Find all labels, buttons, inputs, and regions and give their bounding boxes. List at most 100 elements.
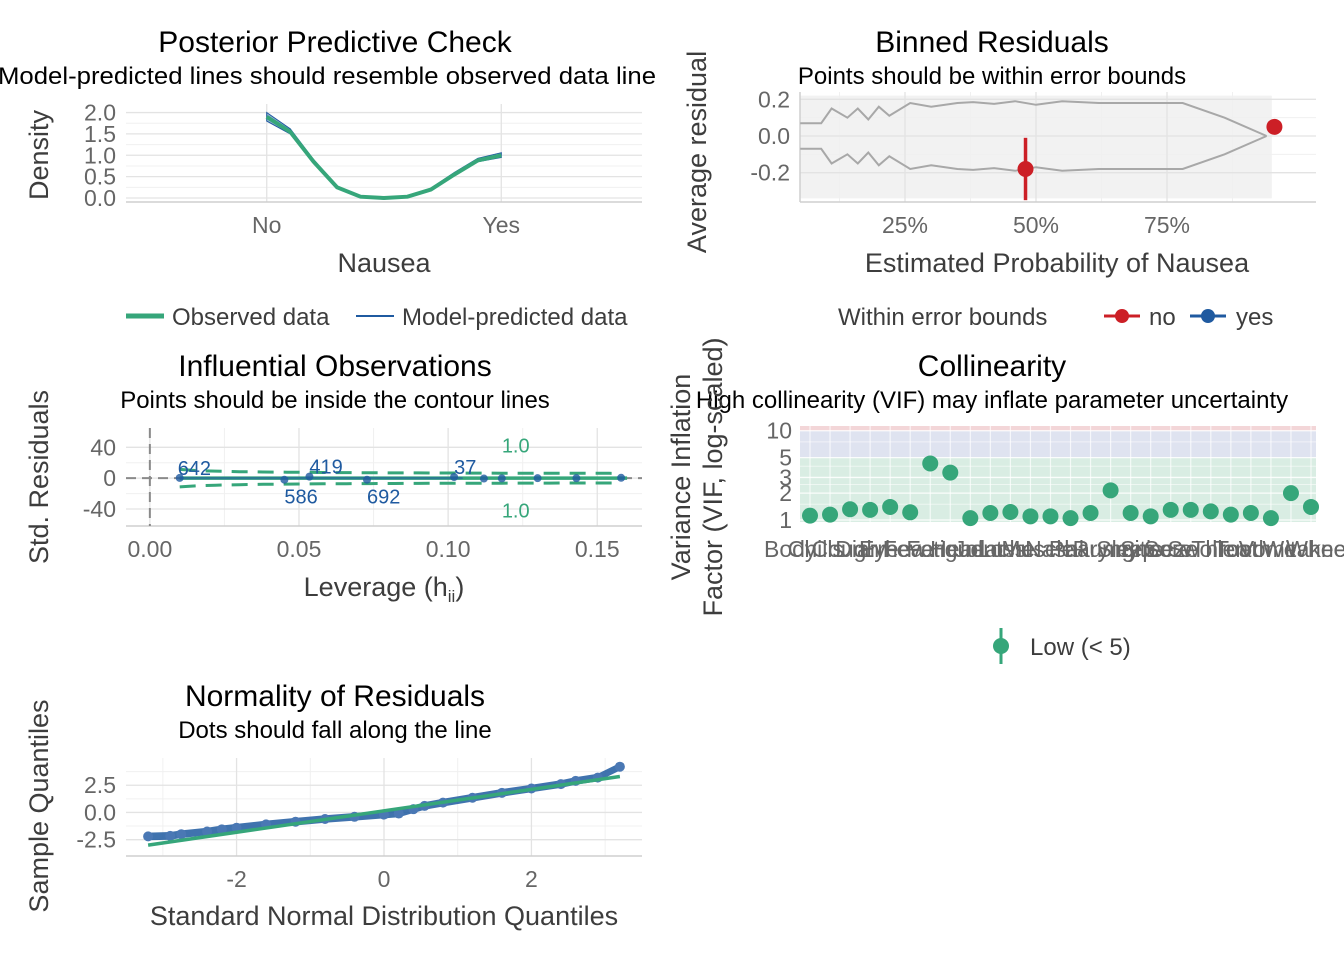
collinearity-point (962, 510, 979, 527)
normality-xtick-label: -2 (226, 866, 246, 892)
collinearity-xtick-label: Weakness (1263, 536, 1344, 562)
influential-contour-label: 1.0 (502, 501, 530, 523)
normality-ylabel: Sample Quantiles (24, 699, 54, 912)
collinearity-point (842, 501, 859, 518)
collinearity-point (982, 504, 999, 521)
legend-yes-dot (1201, 309, 1215, 323)
collinearity-point (1022, 508, 1039, 525)
binned-ytick-label: 0.0 (758, 123, 790, 149)
influential-xtick-label: 0.05 (277, 536, 322, 562)
ppc-xtick-label: Yes (483, 212, 521, 238)
collinearity-point (1122, 504, 1139, 521)
collinearity-point (942, 464, 959, 481)
collinearity-ylabel-line2: Factor (VIF, log-scaled) (698, 337, 728, 616)
collinearity-point (1182, 501, 1199, 518)
collinearity-ytick-label: 3 (779, 464, 792, 490)
collinearity-xtick-label: Fever (883, 536, 942, 562)
legend-yes-label: yes (1236, 304, 1273, 331)
ppc-legend: Observed data Model-predicted data (126, 304, 628, 331)
ppc-xtick-label: No (252, 212, 281, 238)
binned-plot-area (800, 100, 1283, 201)
binned-subtitle: Points should be within error bounds (798, 63, 1186, 90)
binned-grid (799, 92, 1316, 203)
collinearity-xtick-label: Wheeze (1286, 536, 1344, 562)
collinearity-xtick-label: Swollen (1168, 536, 1249, 562)
collinearity-ylabel-line1: Variance Inflation (666, 374, 696, 581)
influential-point (617, 473, 626, 482)
collinearity-point (1262, 510, 1279, 527)
normality-point (165, 830, 176, 841)
influential-point-label: 692 (367, 487, 400, 509)
influential-point (533, 474, 542, 483)
ppc-ticks: 0.00.51.01.52.0 No Yes (84, 100, 520, 238)
ppc-ytick-label: 1.0 (84, 142, 116, 168)
influential-ticks: -40 0 40 0.00 0.05 0.10 0.15 (83, 434, 620, 562)
binned-legend-title: Within error bounds (838, 304, 1047, 331)
influential-panel: Influential Observations Points should b… (24, 350, 642, 606)
normality-point (614, 761, 625, 772)
collinearity-point (1282, 485, 1299, 502)
influential-xtick-label: 0.15 (575, 536, 620, 562)
collinearity-ytick-label: 5 (779, 445, 792, 471)
binned-xtick-label: 75% (1144, 212, 1190, 238)
collinearity-point (802, 507, 818, 524)
normality-plot-area (143, 761, 625, 847)
normality-point (143, 831, 154, 842)
collinearity-point (1242, 504, 1259, 521)
collinearity-point (1142, 508, 1159, 525)
collinearity-point (1202, 503, 1219, 520)
normality-point (393, 808, 404, 819)
binned-legend: Within error bounds no yes (838, 304, 1273, 331)
legend-no-label: no (1149, 304, 1176, 331)
ppc-xlabel: Nausea (337, 248, 431, 278)
influential-ytick-label: -40 (83, 496, 116, 522)
binned-ticks: -0.2 0.0 0.2 25% 50% 75% (750, 86, 1190, 238)
influential-title: Influential Observations (178, 350, 492, 383)
collinearity-xtick-label: Loss (978, 536, 1027, 562)
collinearity-point (1162, 501, 1179, 518)
influential-point (362, 475, 371, 484)
collinearity-point (902, 504, 919, 521)
binned-upper-bound (800, 100, 1267, 137)
collinearity-xtick-label: Joint (954, 536, 1003, 562)
ppc-ytick-label: 2.0 (84, 100, 116, 126)
binned-xtick-label: 50% (1013, 212, 1059, 238)
normality-grid (126, 758, 642, 857)
normality-point (216, 824, 227, 835)
legend-no-dot (1115, 309, 1129, 323)
ppc-observed-line (265, 115, 502, 201)
collinearity-xlabels: BodyChillsCoughDiarrheaEyeFeverFatigueHe… (764, 536, 1344, 562)
collinearity-point (862, 501, 879, 518)
influential-plot-area: 642 419 586 692 37 1.0 1.0 (126, 428, 642, 526)
collinearity-xtick-label: Diarrhea (835, 536, 923, 562)
collinearity-xtick-label: Throat (1191, 536, 1258, 562)
influential-point-label: 419 (309, 457, 342, 479)
normality-panel: Normality of Residuals Dots should fall … (24, 680, 642, 931)
ppc-ytick-label: 0.5 (84, 164, 116, 190)
normality-ticks: -2.50.02.5 -2 0 2 (76, 772, 537, 892)
influential-contour-upper (179, 467, 622, 475)
influential-point (479, 474, 488, 483)
collinearity-xtick-label: Eye (859, 536, 899, 562)
normality-xtick-label: 0 (378, 866, 391, 892)
collinearity-xtick-label: Vomit (1239, 536, 1297, 562)
influential-point (450, 473, 459, 481)
influential-point-label: 586 (284, 487, 317, 509)
collinearity-subtitle: High collinearity (VIF) may inflate para… (696, 387, 1288, 414)
ppc-ylabel: Density (24, 109, 54, 200)
influential-point (305, 472, 314, 481)
binned-ylabel: Average residual (682, 51, 712, 253)
influential-contour-lower (179, 481, 622, 489)
collinearity-xtick-label: Cough (811, 536, 879, 562)
collinearity-point (822, 506, 839, 523)
collinearity-xtick-label: Sleep (1096, 536, 1155, 562)
collinearity-high-zone (800, 426, 1316, 431)
influential-xtick-label: 0.10 (426, 536, 471, 562)
binned-ytick-label: 0.2 (758, 86, 790, 112)
collinearity-title: Collinearity (918, 350, 1066, 383)
legend-observed-label: Observed data (172, 304, 330, 331)
ppc-plot-area (265, 111, 502, 201)
normality-ytick-label: -2.5 (76, 827, 116, 853)
